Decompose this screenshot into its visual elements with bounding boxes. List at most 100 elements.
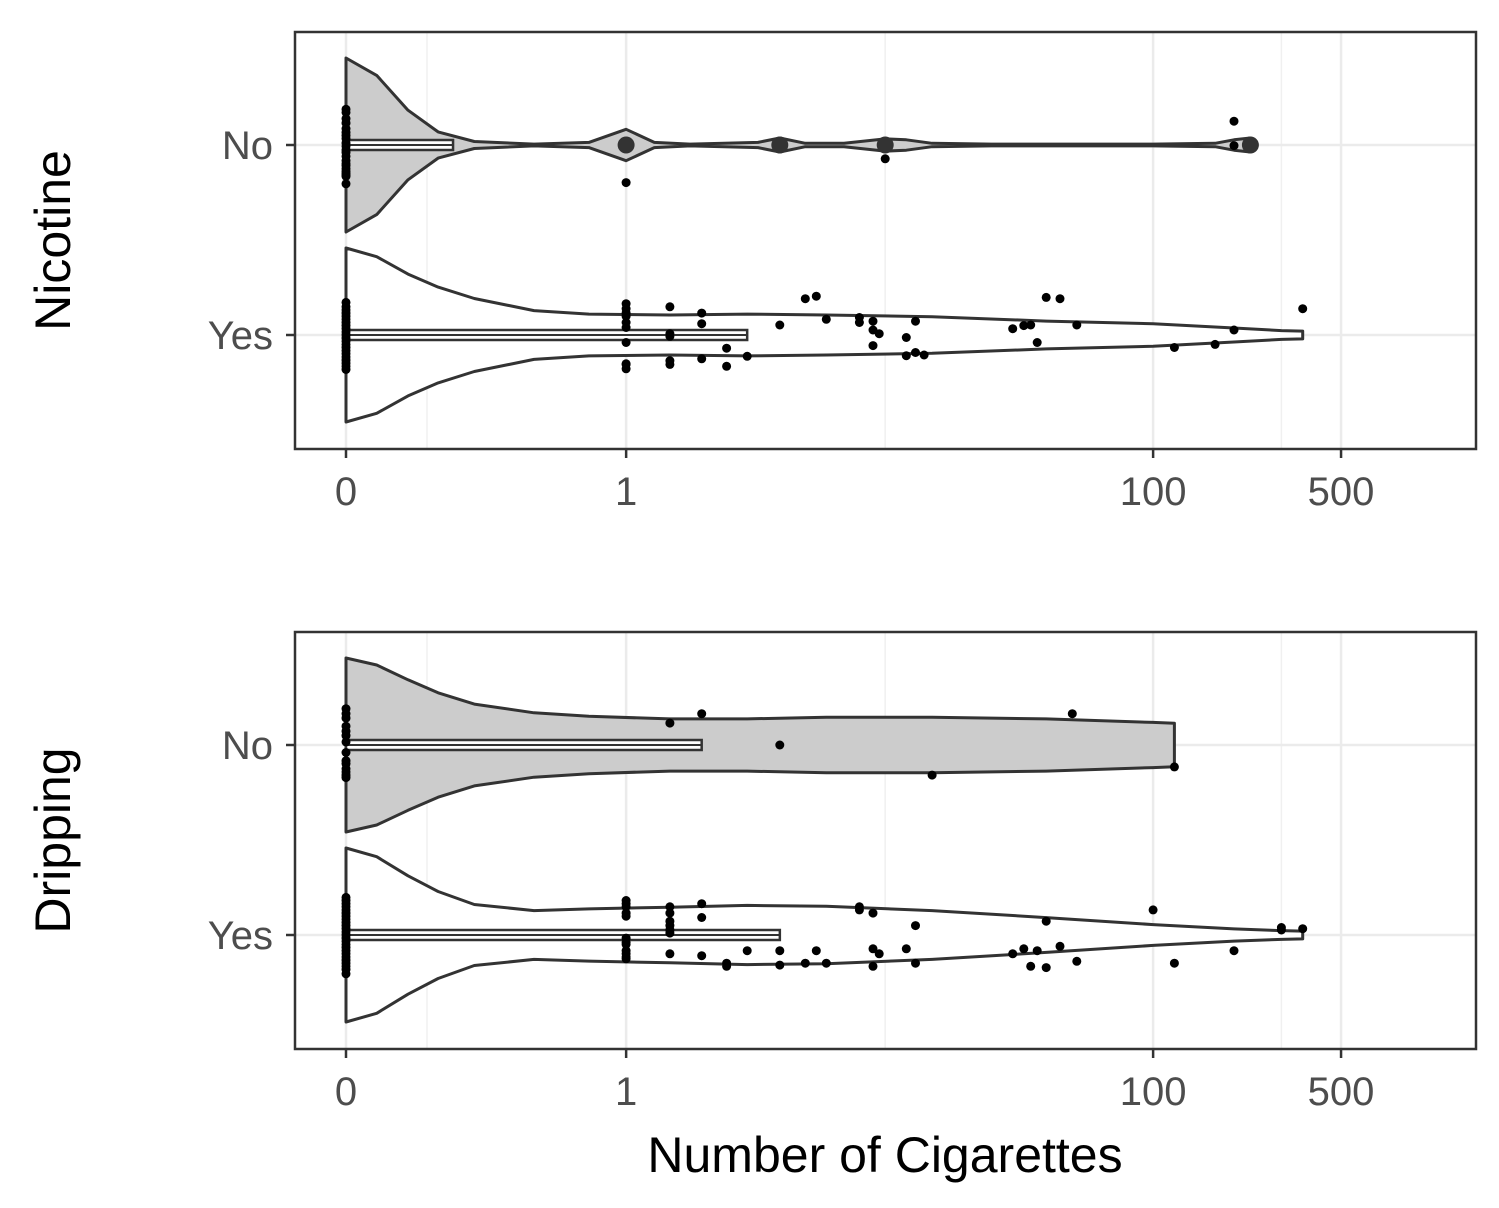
- data-point: [1148, 905, 1158, 915]
- data-point: [821, 958, 831, 968]
- x-tick-label: 1: [615, 1070, 637, 1114]
- outlier-point: [1241, 136, 1259, 154]
- data-point: [722, 361, 732, 371]
- data-point: [665, 916, 675, 926]
- data-point: [811, 946, 821, 956]
- data-point: [821, 314, 831, 324]
- data-point: [874, 329, 884, 339]
- x-tick-label: 100: [1120, 470, 1187, 514]
- data-point: [1067, 709, 1077, 719]
- data-point: [665, 949, 675, 959]
- group-yes: [341, 846, 1308, 1024]
- x-tick-label: 100: [1120, 1070, 1187, 1114]
- data-point: [775, 960, 785, 970]
- data-point: [901, 944, 911, 954]
- data-point: [775, 320, 785, 330]
- data-point: [722, 343, 732, 353]
- data-point: [1276, 923, 1286, 932]
- data-point: [775, 740, 785, 750]
- data-point: [874, 949, 884, 959]
- x-tick-label: 500: [1308, 470, 1375, 514]
- x-tick-label: 0: [335, 470, 357, 514]
- data-point: [1019, 321, 1029, 331]
- data-point: [1298, 924, 1308, 934]
- data-point: [1229, 946, 1239, 956]
- data-point: [697, 913, 707, 922]
- data-point: [911, 958, 920, 968]
- data-point: [665, 329, 675, 339]
- data-point: [722, 961, 732, 971]
- outlier-point: [617, 136, 635, 154]
- violin-shape: [344, 656, 1176, 834]
- data-point: [1032, 338, 1042, 347]
- data-point: [868, 961, 878, 971]
- data-point: [665, 356, 675, 366]
- data-point: [868, 908, 878, 918]
- data-point: [1298, 304, 1308, 314]
- data-point: [1055, 294, 1065, 304]
- data-point: [919, 350, 929, 360]
- data-point: [1026, 320, 1036, 330]
- y-axis-title: Nicotine: [25, 150, 81, 331]
- data-point: [880, 154, 890, 164]
- data-point: [341, 104, 351, 114]
- y-tick-label: Yes: [208, 914, 273, 958]
- data-point: [621, 338, 631, 347]
- data-point: [665, 908, 675, 918]
- data-point: [697, 354, 707, 364]
- data-point: [697, 308, 707, 318]
- panel-1: No Yes 0 1 100 500 Dripping: [25, 630, 1478, 1114]
- data-point: [341, 704, 351, 714]
- data-point: [911, 348, 920, 357]
- data-point: [621, 908, 631, 918]
- data-point: [697, 319, 707, 329]
- data-point: [341, 297, 351, 307]
- data-point: [1041, 916, 1051, 926]
- data-point: [1210, 339, 1220, 349]
- violin-shape: [344, 846, 1305, 1024]
- data-point: [1055, 941, 1065, 951]
- data-point: [1169, 958, 1179, 968]
- data-point: [1229, 141, 1239, 151]
- x-tick-label: 0: [335, 1070, 357, 1114]
- data-point: [1041, 963, 1051, 973]
- data-point: [868, 316, 878, 326]
- data-point: [1169, 762, 1179, 772]
- y-tick-label: Yes: [208, 314, 273, 358]
- data-point: [341, 756, 351, 766]
- data-point: [665, 902, 675, 912]
- data-point: [742, 946, 752, 956]
- outlier-point: [771, 136, 789, 154]
- panel-0: No Yes 0 1 100 500 Nicotine: [25, 30, 1478, 514]
- data-point: [341, 737, 351, 747]
- data-point: [927, 770, 937, 780]
- data-point: [621, 359, 631, 369]
- data-point: [621, 178, 631, 188]
- data-point: [911, 921, 920, 931]
- data-point: [811, 291, 821, 301]
- data-point: [901, 333, 911, 342]
- y-tick-label: No: [222, 124, 273, 168]
- data-point: [1169, 343, 1179, 352]
- data-point: [868, 341, 878, 351]
- x-tick-label: 500: [1308, 1070, 1375, 1114]
- data-point: [742, 351, 752, 361]
- data-point: [621, 946, 631, 956]
- data-point: [1008, 324, 1018, 334]
- violin-shape: [344, 246, 1305, 424]
- data-point: [1026, 961, 1036, 971]
- data-point: [621, 318, 631, 327]
- data-point: [621, 299, 631, 309]
- data-point: [1032, 946, 1042, 956]
- data-point: [868, 944, 878, 954]
- y-axis-title: Dripping: [25, 747, 81, 933]
- data-point: [665, 302, 675, 312]
- panel-border: [293, 630, 1478, 1051]
- y-tick-label: No: [222, 724, 273, 768]
- data-point: [1072, 956, 1082, 966]
- x-tick-label: 1: [615, 470, 637, 514]
- data-point: [1019, 944, 1029, 954]
- panel-border: [293, 30, 1478, 451]
- data-point: [1229, 325, 1239, 335]
